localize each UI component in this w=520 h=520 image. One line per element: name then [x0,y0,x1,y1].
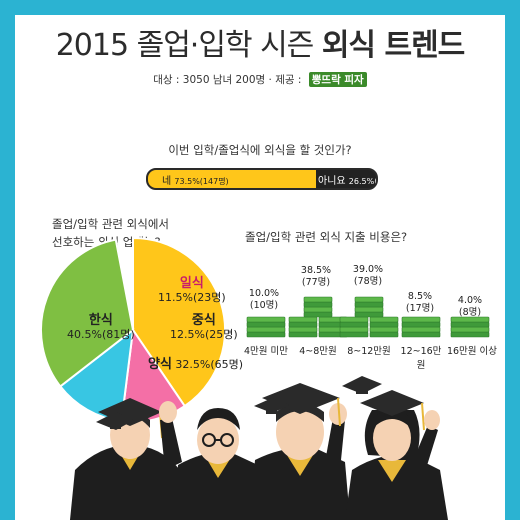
pie-slice-0 [132,236,226,408]
money-stack-1 [246,316,286,338]
pie-label-western: 양식 32.5%(65명) [148,358,243,372]
subtitle: 대상 : 3050 남녀 200명 · 제공 : 뽕뜨락 피자 [0,72,520,87]
pie-label-korean: 한식 40.5%(81명) [67,314,135,342]
spend-label-3: 8~12만원 [347,346,391,357]
title-bold: 외식 트렌드 [321,28,465,63]
pie-label-western-name: 양식 [148,357,172,372]
spend-pct-1: 10.0% (10명) [248,288,280,311]
spend-pct-4: 8.5% (17명) [405,291,435,314]
graduate-2 [159,401,262,520]
pie-label-chinese-name: 중식 [191,313,216,328]
spending-question: 졸업/입학 관련 외식 지출 비용은? [245,230,408,244]
survey-yes: 네 73.5%(147명) [162,172,229,187]
spend-label-2: 4~8만원 [299,346,337,357]
no-value: 26.5%(53명) [348,177,378,186]
pie-label-japanese-name: 일식 [179,276,204,291]
pie-question-line1: 졸업/입학 관련 외식에서 [52,217,169,231]
tossed-cap-3 [96,412,134,430]
graduate-3 [250,383,350,520]
pie-label-japanese: 일식 11.5%(23명) [158,277,226,305]
no-label: 아니요 [318,176,346,187]
pie-label-korean-name: 한식 [88,313,113,328]
pie-slice-3 [40,238,135,388]
brand-logo: 뽕뜨락 피자 [308,72,367,87]
spend-label-5: 16만원 이상 [446,346,498,357]
pie-label-chinese: 중식 12.5%(25명) [170,314,238,342]
pie-label-chinese-value: 12.5%(25명) [170,328,238,341]
spend-pct-5: 4.0% (8명) [457,295,483,318]
yes-value: 73.5%(147명) [174,177,229,186]
money-stack-4 [401,316,441,338]
spend-pct-2: 38.5% (77명) [300,265,332,288]
pie-label-japanese-value: 11.5%(23명) [158,291,226,304]
spend-pct-3: 39.0% (78명) [352,264,384,287]
spend-label-4: 12~16만원 [400,346,442,371]
tossed-cap-1 [342,376,382,394]
subtitle-text: 대상 : 3050 남녀 200명 · 제공 : [153,74,302,86]
pie-label-western-value: 32.5%(65명) [175,358,244,371]
graduate-4 [345,390,448,520]
survey-question: 이번 입학/졸업식에 외식을 할 것인가? [168,143,352,157]
survey-bar: 네 73.5%(147명) 아니요 26.5%(53명) [146,168,378,190]
page-title: 2015 졸업·입학 시즌 외식 트렌드 [0,20,520,64]
money-stack-3 [339,296,399,338]
pie-label-korean-value: 40.5%(81명) [67,328,135,341]
money-stack-5 [450,316,490,338]
tossed-cap-2 [254,398,290,414]
survey-no: 아니요 26.5%(53명) [318,172,378,187]
title-light: 2015 졸업·입학 시즌 [55,28,315,63]
spend-label-1: 4만원 미만 [243,346,289,357]
survey-bar-yes [148,170,316,188]
yes-label: 네 [162,176,172,187]
